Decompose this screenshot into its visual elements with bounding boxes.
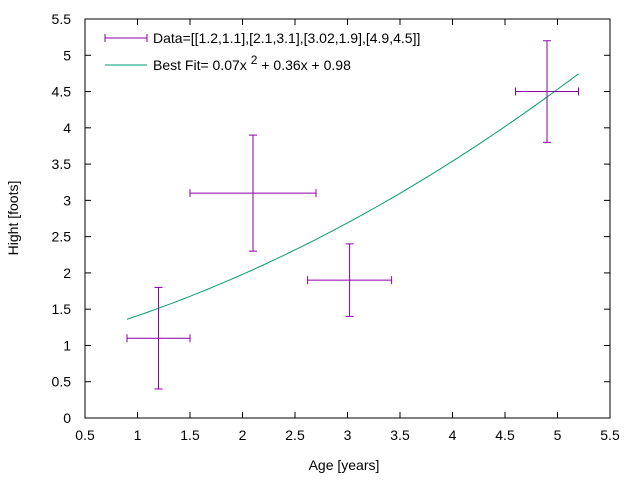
data-series	[126, 40, 579, 390]
legend-item-data: Data=[[1.2,1.1],[2.1,3.1],[3.02,1.9],[4.…	[104, 30, 420, 46]
y-tick-label: 5	[63, 47, 71, 63]
y-tick-label: 2.5	[52, 229, 72, 245]
x-tick-label: 1	[134, 427, 142, 443]
legend-fit-label-exponent: 2	[251, 53, 258, 67]
x-axis-title: Age [years]	[309, 457, 380, 473]
x-tick-label: 3.5	[390, 427, 410, 443]
y-tick-label: 1	[63, 337, 71, 353]
y-tick-label: 4.5	[52, 84, 72, 100]
x-tick-label: 5	[554, 427, 562, 443]
legend-fit-label: Best Fit= 0.07x 2 + 0.36x + 0.98	[153, 53, 351, 73]
legend-fit-label-main: Best Fit= 0.07x	[153, 57, 247, 73]
x-tick-label: 5.5	[600, 427, 620, 443]
y-tick-label: 0	[63, 410, 71, 426]
legend-item-fit: Best Fit= 0.07x 2 + 0.36x + 0.98	[105, 53, 351, 73]
y-tick-label: 2	[63, 265, 71, 281]
y-tick-label: 0.5	[52, 374, 72, 390]
x-tick-label: 2	[239, 427, 247, 443]
fit-series	[126, 73, 579, 320]
legend: Data=[[1.2,1.1],[2.1,3.1],[3.02,1.9],[4.…	[104, 30, 420, 73]
y-tick-label: 4	[63, 120, 71, 136]
error-bar-point	[515, 40, 579, 143]
x-tick-labels: 0.5 1 1.5 2 2.5 3 3.5 4 4.5 5 5.5	[75, 427, 620, 443]
y-tick-label: 5.5	[52, 11, 72, 27]
x-tick-label: 1.5	[180, 427, 200, 443]
error-bar-point	[126, 286, 191, 390]
x-tick-label: 2.5	[285, 427, 305, 443]
plot-frame	[84, 18, 611, 419]
error-bar-point	[307, 243, 393, 317]
legend-fit-label-rest: + 0.36x + 0.98	[257, 57, 351, 73]
axis-ticks	[84, 18, 611, 419]
x-tick-label: 4	[449, 427, 457, 443]
legend-data-label: Data=[[1.2,1.1],[2.1,3.1],[3.02,1.9],[4.…	[153, 30, 420, 46]
x-tick-label: 4.5	[495, 427, 515, 443]
x-tick-label: 3	[344, 427, 352, 443]
y-tick-labels: 0 0.5 1 1.5 2 2.5 3 3.5 4 4.5 5 5.5	[52, 11, 72, 426]
y-tick-label: 1.5	[52, 301, 72, 317]
x-tick-label: 0.5	[75, 427, 95, 443]
error-bar-point	[189, 134, 317, 252]
y-tick-label: 3	[63, 192, 71, 208]
fit-curve	[126, 73, 579, 320]
y-axis-title: Hight [foots]	[5, 181, 21, 256]
y-tick-label: 3.5	[52, 156, 72, 172]
